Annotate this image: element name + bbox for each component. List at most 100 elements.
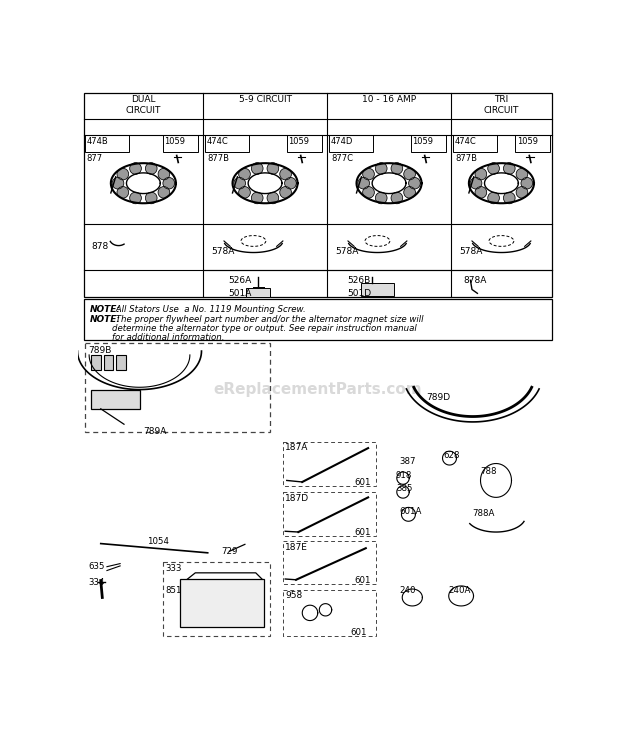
Circle shape (130, 163, 141, 174)
Text: 851: 851 (165, 586, 182, 595)
Circle shape (117, 187, 128, 198)
Bar (283, 590, 376, 636)
Circle shape (239, 168, 250, 180)
Text: 501A: 501A (229, 289, 252, 298)
Text: 789A: 789A (143, 426, 167, 435)
Circle shape (267, 163, 279, 174)
Circle shape (130, 192, 141, 204)
Bar (86, 344, 270, 432)
Text: 1059: 1059 (288, 137, 309, 146)
Bar (361, 283, 394, 295)
Circle shape (158, 168, 170, 180)
Text: 387: 387 (399, 458, 415, 466)
Text: 240A: 240A (448, 586, 471, 595)
Circle shape (280, 187, 291, 198)
Text: 878A: 878A (463, 275, 487, 285)
Circle shape (363, 168, 374, 180)
Bar (515, 135, 551, 153)
Text: 788A: 788A (472, 509, 495, 518)
Text: 601A: 601A (399, 507, 422, 516)
Bar (180, 579, 264, 626)
Text: 474D: 474D (331, 137, 353, 146)
Text: 601: 601 (354, 478, 371, 487)
Text: determine the alternator type or output. See repair instruction manual: determine the alternator type or output.… (90, 324, 417, 333)
Text: 526A: 526A (229, 275, 252, 285)
Circle shape (146, 192, 157, 204)
Text: 918: 918 (396, 471, 412, 480)
Circle shape (375, 163, 387, 174)
Circle shape (251, 163, 263, 174)
Bar (92, 390, 140, 409)
Circle shape (280, 168, 291, 180)
Text: 1059: 1059 (164, 137, 185, 146)
Circle shape (404, 187, 415, 198)
Bar (283, 492, 376, 536)
Bar (84, 299, 552, 339)
Text: DUAL
CIRCUIT: DUAL CIRCUIT (126, 95, 161, 115)
Bar (205, 135, 249, 153)
Text: 10 - 16 AMP: 10 - 16 AMP (362, 95, 416, 104)
Text: 635: 635 (88, 562, 105, 571)
Circle shape (234, 178, 246, 189)
Text: 878: 878 (92, 242, 108, 251)
Bar (247, 288, 270, 297)
Text: NOTE:: NOTE: (90, 315, 121, 324)
Circle shape (363, 187, 374, 198)
Circle shape (267, 192, 279, 204)
Text: 601: 601 (354, 576, 371, 585)
Circle shape (117, 168, 128, 180)
Bar (117, 355, 125, 371)
Text: 334: 334 (88, 578, 105, 587)
Text: 1054: 1054 (148, 537, 169, 546)
Text: TRI
CIRCUIT: TRI CIRCUIT (484, 95, 519, 115)
Text: 187D: 187D (285, 493, 309, 502)
Text: 240: 240 (399, 586, 415, 595)
Text: 578A: 578A (335, 247, 358, 256)
Text: 1059: 1059 (412, 137, 433, 146)
Text: 333: 333 (165, 565, 182, 574)
Text: 789D: 789D (427, 394, 450, 403)
Bar (283, 442, 376, 486)
Bar (453, 135, 497, 153)
Bar (162, 562, 270, 636)
Circle shape (521, 178, 533, 189)
Bar (162, 135, 198, 153)
Text: 501D: 501D (347, 289, 371, 298)
Circle shape (470, 178, 482, 189)
Circle shape (239, 187, 250, 198)
Text: 601: 601 (354, 528, 371, 537)
Circle shape (409, 178, 420, 189)
Text: 628: 628 (443, 451, 460, 461)
Bar (84, 93, 552, 297)
Text: 474C: 474C (207, 137, 229, 146)
Text: 877B: 877B (207, 154, 229, 163)
Circle shape (146, 163, 157, 174)
Text: for additional information.: for additional information. (90, 333, 224, 342)
Text: 958: 958 (285, 591, 303, 600)
Bar (283, 542, 376, 583)
Text: 877C: 877C (331, 154, 353, 163)
Circle shape (516, 168, 528, 180)
Text: 789B: 789B (88, 346, 112, 355)
Circle shape (391, 192, 403, 204)
Circle shape (475, 168, 487, 180)
Text: 877B: 877B (455, 154, 477, 163)
Text: The proper flywheel part number and/or the alternator magnet size will: The proper flywheel part number and/or t… (113, 315, 423, 324)
Text: 578A: 578A (459, 247, 482, 256)
Bar (286, 135, 322, 153)
Text: 1059: 1059 (517, 137, 538, 146)
Text: 474B: 474B (87, 137, 108, 146)
Circle shape (488, 192, 499, 204)
Circle shape (158, 187, 170, 198)
Circle shape (112, 178, 124, 189)
Circle shape (488, 163, 499, 174)
Text: 526B: 526B (347, 275, 371, 285)
Text: eReplacementParts.com: eReplacementParts.com (213, 382, 422, 397)
Text: 385: 385 (397, 484, 414, 493)
Circle shape (404, 168, 415, 180)
Circle shape (391, 163, 403, 174)
Text: NOTE:: NOTE: (90, 305, 121, 314)
Circle shape (285, 178, 296, 189)
Text: All Stators Use  a No. 1119 Mounting Screw.: All Stators Use a No. 1119 Mounting Scre… (113, 305, 306, 314)
Circle shape (503, 163, 515, 174)
